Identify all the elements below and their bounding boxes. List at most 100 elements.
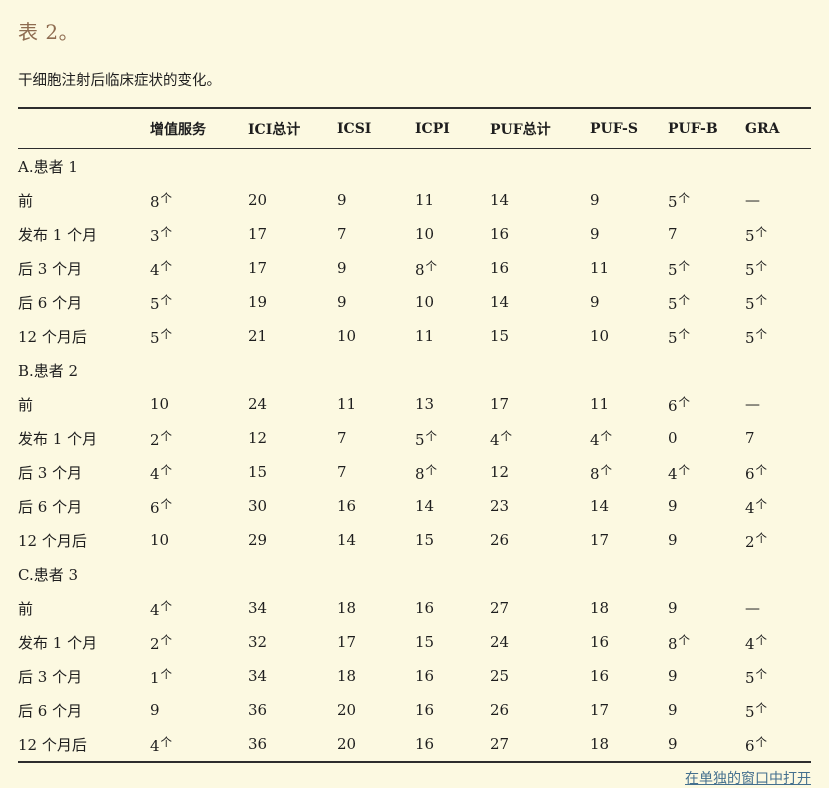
table-row: 前 8个 20 9 11 14 9 5个 — [18, 183, 811, 217]
footnote-mark: 个 [160, 666, 173, 681]
cell: 14 [337, 531, 357, 549]
cell: 9 [668, 667, 678, 685]
cell: 4个 [150, 734, 173, 755]
cell: 1个 [150, 666, 173, 687]
footnote-mark: 个 [160, 190, 173, 205]
footnote-mark: 个 [160, 224, 173, 239]
cell: 17 [590, 701, 610, 719]
cell: 24 [490, 633, 510, 651]
row-label: 后 3 个月 [18, 259, 83, 278]
data-table: 增值服务 ICI总计 ICSI ICPI PUF总计 PUF-S PUF-B GRA A.患者… [18, 107, 811, 763]
column-header: 增值服务 [150, 108, 248, 149]
cell: 4个 [150, 598, 173, 619]
cell: 5个 [150, 326, 173, 347]
cell: 2个 [150, 632, 173, 653]
cell: 6个 [150, 496, 173, 517]
open-in-separate-window-link[interactable]: 在单独的窗口中打开 [685, 771, 811, 787]
cell: 16 [337, 497, 357, 515]
cell: 23 [490, 497, 510, 515]
cell: 4个 [668, 462, 691, 483]
cell: 5个 [745, 224, 768, 245]
column-header: ICPI [415, 108, 490, 149]
cell: 16 [590, 633, 610, 651]
cell: 17 [490, 395, 510, 413]
footnote-mark: 个 [160, 598, 173, 613]
cell: 15 [490, 327, 510, 345]
cell: 9 [590, 225, 600, 243]
cell: 7 [337, 429, 347, 447]
cell: 5个 [745, 258, 768, 279]
row-label: 后 6 个月 [18, 293, 83, 312]
cell: 20 [337, 735, 357, 753]
cell: 10 [150, 531, 170, 549]
cell: 10 [150, 395, 170, 413]
cell: 10 [590, 327, 610, 345]
footnote-mark: 个 [425, 462, 438, 477]
cell: 9 [668, 497, 678, 515]
footnote-mark: 个 [755, 700, 768, 715]
table-row: 前 10 24 11 13 17 11 6个 — [18, 387, 811, 421]
cell: 16 [490, 225, 510, 243]
cell: 6个 [668, 394, 691, 415]
column-header: ICI总计 [248, 108, 337, 149]
footnote-mark: 个 [160, 428, 173, 443]
footnote-mark: 个 [755, 666, 768, 681]
cell: 18 [590, 599, 610, 617]
cell: 5个 [415, 428, 438, 449]
footnote-mark: 个 [755, 258, 768, 273]
footnote-mark: 个 [755, 734, 768, 749]
cell: 20 [337, 701, 357, 719]
table-row: 12 个月后 10 29 14 15 26 17 9 2个 [18, 523, 811, 557]
cell: 0 [668, 429, 678, 447]
cell: — [745, 395, 760, 413]
cell: 21 [248, 327, 268, 345]
column-header: PUF总计 [490, 108, 590, 149]
cell: 8个 [150, 190, 173, 211]
row-label: 12 个月后 [18, 531, 87, 550]
cell: 4个 [745, 496, 768, 517]
table-row: 后 6 个月 5个 19 9 10 14 9 5个 5个 [18, 285, 811, 319]
cell: 14 [490, 191, 510, 209]
cell: 5个 [745, 666, 768, 687]
row-label: 前 [18, 395, 34, 414]
footnote-mark: 个 [755, 292, 768, 307]
footnote-mark: 个 [160, 734, 173, 749]
footnote-mark: 个 [160, 292, 173, 307]
cell: 26 [490, 531, 510, 549]
footnote-mark: 个 [678, 190, 691, 205]
cell: 17 [248, 259, 268, 277]
cell: 11 [590, 395, 610, 413]
cell: 8个 [415, 258, 438, 279]
cell: 16 [590, 667, 610, 685]
cell: 9 [668, 531, 678, 549]
cell: 10 [415, 293, 435, 311]
footnote-mark: 个 [755, 462, 768, 477]
footnote-mark: 个 [678, 326, 691, 341]
cell: 34 [248, 667, 268, 685]
table-description: 干细胞注射后临床症状的变化。 [18, 73, 221, 89]
cell: 18 [590, 735, 610, 753]
cell: 16 [415, 599, 435, 617]
column-header [18, 108, 150, 149]
cell: 16 [415, 735, 435, 753]
cell: 9 [150, 701, 160, 719]
footnote-mark: 个 [678, 632, 691, 647]
cell: 16 [415, 701, 435, 719]
cell: 12 [490, 463, 510, 481]
cell: 8个 [668, 632, 691, 653]
footnote-mark: 个 [755, 224, 768, 239]
row-label: 前 [18, 599, 34, 618]
cell: 9 [337, 191, 347, 209]
cell: 9 [668, 599, 678, 617]
cell: 10 [337, 327, 357, 345]
table-row: 后 6 个月 6个 30 16 14 23 14 9 4个 [18, 489, 811, 523]
cell: 11 [415, 191, 435, 209]
cell: 16 [415, 667, 435, 685]
table-row: 前 4个 34 18 16 27 18 9 — [18, 591, 811, 625]
cell: 4个 [150, 258, 173, 279]
cell: 15 [415, 633, 435, 651]
cell: 7 [337, 225, 347, 243]
cell: 5个 [668, 292, 691, 313]
header-row: 增值服务 ICI总计 ICSI ICPI PUF总计 PUF-S PUF-B GRA [18, 108, 811, 149]
